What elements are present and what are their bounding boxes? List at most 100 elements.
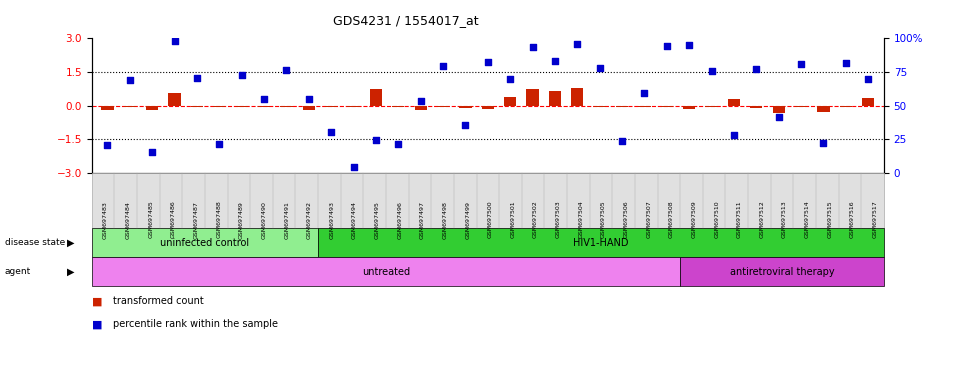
Text: GSM697495: GSM697495 bbox=[375, 200, 380, 238]
Text: GSM697499: GSM697499 bbox=[466, 200, 470, 238]
Text: GSM697496: GSM697496 bbox=[397, 200, 402, 238]
Text: uninfected control: uninfected control bbox=[160, 238, 249, 248]
Text: transformed count: transformed count bbox=[113, 296, 204, 306]
Point bbox=[458, 122, 473, 128]
Point bbox=[167, 38, 183, 44]
Text: GSM697513: GSM697513 bbox=[782, 200, 787, 238]
Text: ▶: ▶ bbox=[67, 266, 74, 277]
Text: HIV1-HAND: HIV1-HAND bbox=[573, 238, 629, 248]
Text: GSM697494: GSM697494 bbox=[352, 200, 357, 238]
Point bbox=[704, 68, 720, 74]
Point bbox=[502, 76, 518, 82]
Point bbox=[793, 61, 809, 67]
Bar bbox=[459, 106, 471, 108]
Bar bbox=[236, 106, 248, 107]
Text: GSM697506: GSM697506 bbox=[624, 200, 629, 238]
Text: GSM697517: GSM697517 bbox=[872, 200, 877, 238]
Bar bbox=[817, 106, 830, 112]
Text: GSM697486: GSM697486 bbox=[171, 200, 176, 238]
Text: GSM697511: GSM697511 bbox=[737, 200, 742, 238]
Bar bbox=[124, 106, 136, 107]
Bar bbox=[727, 99, 740, 106]
Point bbox=[570, 41, 585, 47]
Text: GSM697508: GSM697508 bbox=[668, 200, 674, 238]
Point bbox=[234, 72, 249, 78]
Text: GSM697497: GSM697497 bbox=[420, 200, 425, 238]
Point bbox=[614, 138, 630, 144]
Point bbox=[256, 96, 271, 103]
Text: disease state: disease state bbox=[5, 238, 65, 247]
Text: GSM697492: GSM697492 bbox=[307, 200, 312, 238]
Bar bbox=[191, 106, 203, 107]
Text: GSM697490: GSM697490 bbox=[262, 200, 267, 238]
Text: GSM697498: GSM697498 bbox=[442, 200, 447, 238]
Bar bbox=[414, 106, 427, 109]
Point bbox=[368, 137, 384, 143]
Bar bbox=[705, 106, 718, 107]
Point bbox=[122, 77, 137, 83]
Text: ■: ■ bbox=[92, 296, 102, 306]
Text: GSM697515: GSM697515 bbox=[827, 200, 833, 238]
Bar bbox=[751, 106, 762, 108]
Point bbox=[681, 42, 696, 48]
Point bbox=[324, 129, 339, 136]
Point bbox=[726, 132, 742, 138]
Text: GSM697485: GSM697485 bbox=[149, 200, 154, 238]
Text: untreated: untreated bbox=[362, 266, 410, 277]
Text: percentile rank within the sample: percentile rank within the sample bbox=[113, 319, 278, 329]
Bar bbox=[392, 106, 405, 107]
Text: GSM697502: GSM697502 bbox=[533, 200, 538, 238]
Text: GSM697501: GSM697501 bbox=[510, 200, 516, 238]
Bar bbox=[773, 106, 784, 113]
Text: ■: ■ bbox=[92, 319, 102, 329]
Point bbox=[771, 114, 786, 120]
Text: GSM697487: GSM697487 bbox=[193, 200, 199, 238]
Point bbox=[212, 141, 227, 147]
Text: GSM697516: GSM697516 bbox=[850, 200, 855, 238]
Text: GSM697509: GSM697509 bbox=[692, 200, 696, 238]
Point bbox=[815, 139, 831, 146]
Point bbox=[99, 142, 115, 148]
Point bbox=[436, 63, 451, 70]
Bar bbox=[862, 98, 874, 106]
Bar bbox=[482, 106, 494, 109]
Point bbox=[189, 74, 205, 81]
Text: GDS4231 / 1554017_at: GDS4231 / 1554017_at bbox=[333, 14, 478, 27]
Point bbox=[301, 96, 317, 102]
Point bbox=[861, 76, 876, 82]
Bar bbox=[526, 89, 539, 106]
Bar bbox=[101, 106, 114, 109]
Bar bbox=[683, 106, 696, 109]
Text: GSM697507: GSM697507 bbox=[646, 200, 651, 238]
Bar bbox=[370, 89, 383, 106]
Bar bbox=[146, 106, 158, 109]
Point bbox=[390, 141, 406, 147]
Bar bbox=[795, 106, 808, 107]
Point bbox=[592, 65, 608, 71]
Bar bbox=[839, 106, 852, 107]
Text: GSM697500: GSM697500 bbox=[488, 200, 493, 238]
Text: GSM697510: GSM697510 bbox=[714, 200, 719, 238]
Text: GSM697505: GSM697505 bbox=[601, 200, 606, 238]
Point bbox=[279, 67, 295, 73]
Point bbox=[346, 164, 361, 170]
Text: GSM697484: GSM697484 bbox=[126, 200, 130, 238]
Bar bbox=[302, 106, 315, 109]
Text: GSM697483: GSM697483 bbox=[103, 200, 108, 238]
Point bbox=[413, 98, 429, 104]
Point bbox=[749, 66, 764, 72]
Text: GSM697489: GSM697489 bbox=[239, 200, 243, 238]
Text: GSM697504: GSM697504 bbox=[579, 200, 583, 238]
Text: GSM697493: GSM697493 bbox=[329, 200, 334, 238]
Text: agent: agent bbox=[5, 267, 31, 276]
Text: GSM697512: GSM697512 bbox=[759, 200, 764, 238]
Bar bbox=[639, 106, 651, 107]
Bar bbox=[280, 106, 293, 107]
Bar bbox=[571, 88, 583, 106]
Point bbox=[838, 60, 854, 66]
Point bbox=[525, 44, 540, 50]
Text: GSM697491: GSM697491 bbox=[284, 200, 289, 238]
Text: GSM697503: GSM697503 bbox=[555, 200, 560, 238]
Text: GSM697514: GSM697514 bbox=[805, 200, 810, 238]
Point bbox=[637, 90, 652, 96]
